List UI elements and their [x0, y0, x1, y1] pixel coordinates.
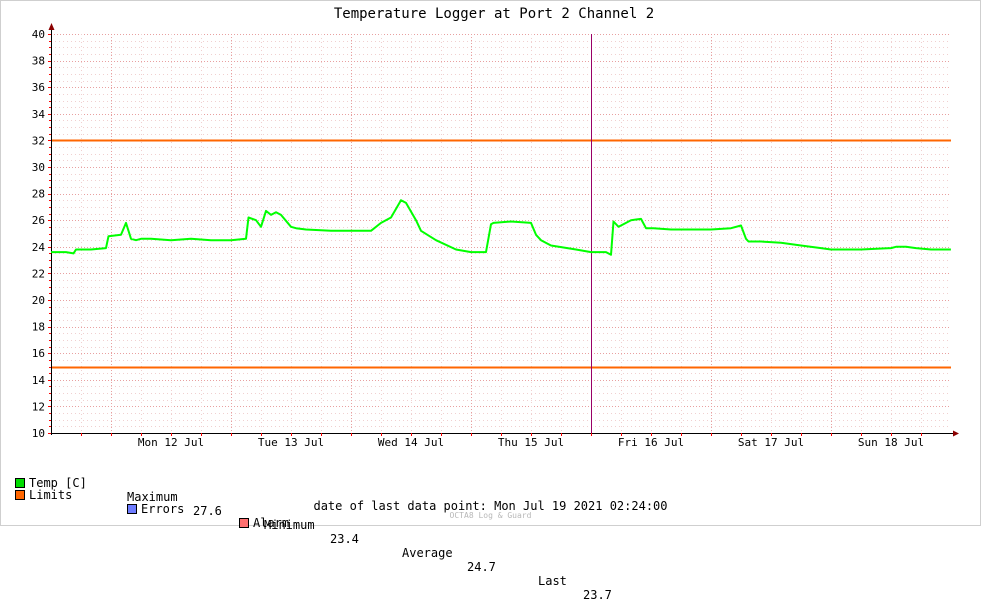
legend-limits: Limits: [15, 488, 72, 502]
y-tick-label: 16: [32, 347, 45, 360]
y-tick-label: 24: [32, 241, 46, 254]
maximum-value: 27.6: [193, 504, 222, 518]
y-tick-label: 36: [32, 81, 45, 94]
y-tick-label: 32: [32, 134, 45, 147]
x-tick-label: Tue 13 Jul: [258, 436, 324, 449]
last-value: 23.7: [583, 588, 612, 602]
average-value: 24.7: [467, 560, 496, 574]
chart-svg: 10 12 14 16 18 20 22 24 26 28 30 32 34 36 38 40 Mon 12 J…: [32, 6, 959, 449]
y-tick-label: 14: [32, 374, 46, 387]
y-tick-label: 22: [32, 267, 45, 280]
x-tick-label: Mon 12 Jul: [138, 436, 204, 449]
legend-temp-swatch: [15, 478, 25, 488]
x-tick-label: Thu 15 Jul: [498, 436, 564, 449]
minimum-value: 23.4: [330, 532, 359, 546]
y-axis-arrow: [48, 23, 55, 30]
x-tick-label: Sun 18 Jul: [858, 436, 924, 449]
chart-title: Temperature Logger at Port 2 Channel 2: [334, 6, 654, 22]
legend-limits-swatch: [15, 490, 25, 500]
series-line-temp: [51, 199, 951, 256]
legend-limits-label: Limits: [29, 488, 73, 502]
y-tick-label: 38: [32, 55, 45, 68]
x-tick-label: Wed 14 Jul: [378, 436, 444, 449]
legend-temp: Temp [C]: [15, 476, 87, 490]
last-data-point-label: date of last data point:: [313, 499, 487, 513]
y-tick-label: 26: [32, 214, 45, 227]
y-tick-label: 40: [32, 28, 45, 41]
x-axis-arrow: [953, 430, 959, 437]
y-tick-label: 30: [32, 161, 45, 174]
watermark: OCTA8 Log & Guard: [449, 511, 532, 520]
y-tick-label: 34: [32, 108, 46, 121]
y-tick-label: 20: [32, 294, 45, 307]
y-tick-label: 12: [32, 400, 45, 413]
legend-errors: Errors: [127, 502, 184, 516]
chart-frame: [0, 0, 981, 526]
maximum-label: Maximum: [127, 490, 178, 504]
average-label: Average: [402, 546, 453, 560]
last-data-point: date of last data point: Mon Jul 19 2021…: [0, 499, 981, 513]
legend-temp-label: Temp [C]: [29, 476, 87, 490]
y-tick-label: 10: [32, 427, 45, 440]
y-tick-label: 28: [32, 188, 45, 201]
last-data-point-value: Mon Jul 19 2021 02:24:00: [494, 499, 668, 513]
legend-errors-label: Errors: [141, 502, 185, 516]
legend-row-keys: Limits Errors Alarm: [15, 474, 289, 530]
last-label: Last: [538, 574, 567, 588]
legend-errors-swatch: [127, 504, 137, 514]
x-tick-label: Fri 16 Jul: [618, 436, 684, 449]
x-tick-label: Sat 17 Jul: [738, 436, 804, 449]
y-tick-label: 18: [32, 321, 45, 334]
grid: [51, 34, 951, 434]
